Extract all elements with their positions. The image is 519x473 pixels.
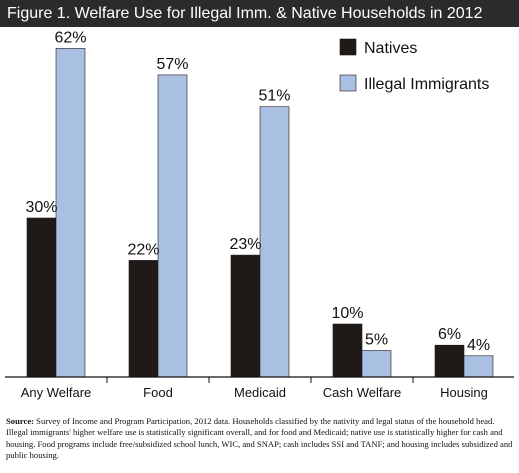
x-tick-label-food: Food: [143, 385, 173, 400]
bar-illegal-immigrants-housing: [463, 355, 494, 378]
x-tick-label-cash-welfare: Cash Welfare: [323, 385, 402, 400]
bars-layer: [26, 48, 494, 378]
legend-swatch-natives: [339, 38, 357, 56]
figure-title: Figure 1. Welfare Use for Illegal Imm. &…: [0, 0, 519, 27]
source-text: Survey of Income and Program Participati…: [6, 416, 513, 461]
value-label-natives-any-welfare: 30%: [25, 199, 57, 216]
bar-chart: 30% 62% 22% 57% 23% 51% 10%5% 6% 4% Any Welfare F…: [5, 29, 514, 400]
source-label: Source:: [6, 416, 35, 426]
bar-illegal-immigrants-food: [157, 74, 188, 378]
value-label-illegal-immigrants-housing: 4%: [467, 337, 490, 354]
source-note: Source: Survey of Income and Program Par…: [6, 416, 514, 462]
bar-illegal-immigrants-medicaid: [259, 106, 290, 378]
value-label-illegal-immigrants-medicaid: 51%: [258, 88, 290, 105]
value-label-illegal-immigrants-cash-welfare: 5%: [365, 332, 388, 349]
value-label-natives-cash-welfare: 10%: [331, 305, 363, 322]
bar-natives-food: [128, 260, 159, 378]
x-tick-label-any-welfare: Any Welfare: [21, 385, 92, 400]
x-tick-label-medicaid: Medicaid: [234, 385, 286, 400]
value-labels-layer: 30% 62% 22% 57% 23% 51% 10%5% 6% 4%: [25, 29, 490, 353]
value-label-natives-food: 22%: [127, 241, 159, 258]
legend: Natives Illegal Immigrants: [339, 38, 489, 93]
bar-natives-medicaid: [230, 254, 261, 378]
bar-illegal-immigrants-any-welfare: [55, 48, 86, 378]
bar-natives-cash-welfare: [332, 323, 363, 378]
x-axis: Any Welfare Food Medicaid Cash Welfare Housi…: [5, 376, 514, 400]
value-label-natives-medicaid: 23%: [229, 236, 261, 253]
legend-swatch-illegal-immigrants: [339, 74, 357, 92]
bar-natives-any-welfare: [26, 217, 57, 378]
value-label-illegal-immigrants-food: 57%: [156, 56, 188, 73]
bar-natives-housing: [434, 344, 465, 378]
legend-label-illegal-immigrants: Illegal Immigrants: [364, 76, 489, 93]
x-tick-label-housing: Housing: [440, 385, 488, 400]
bar-illegal-immigrants-cash-welfare: [361, 350, 392, 378]
legend-label-natives: Natives: [364, 40, 417, 57]
value-label-illegal-immigrants-any-welfare: 62%: [54, 29, 86, 46]
value-label-natives-housing: 6%: [438, 326, 461, 343]
